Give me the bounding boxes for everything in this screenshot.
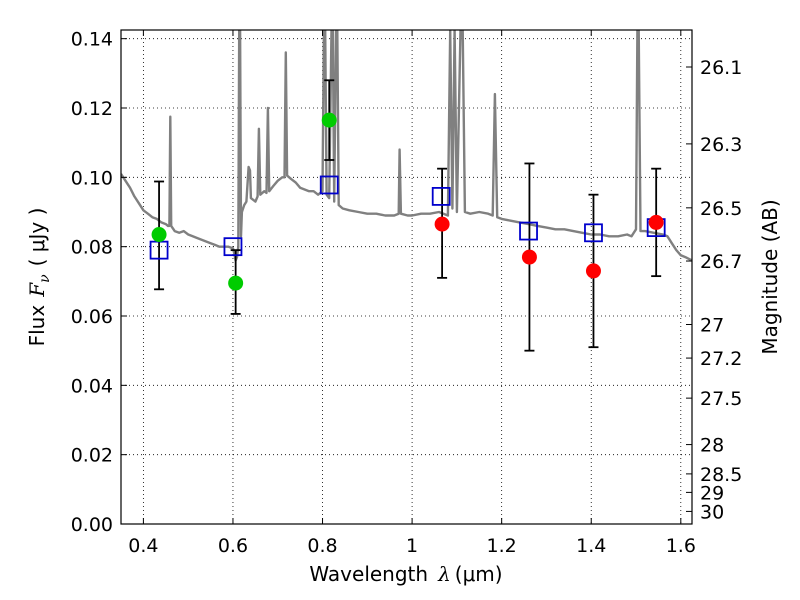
model-square-marker [519, 221, 538, 241]
mag-tick-label: 28 [700, 435, 724, 457]
y-axis-label: FluxFν( μJy ) [25, 208, 53, 347]
model-square-marker [584, 223, 603, 243]
axis-ticks: 0.4 0.6 0.8 1 1.2 1.4 1.6 0.00 0.02 0.04 0.06 0.08 0… [71, 29, 743, 557]
mag-tick-label: 27.2 [700, 348, 742, 370]
y-tick-label: 0.04 [71, 375, 113, 397]
mag-tick-label: 26.1 [700, 57, 742, 79]
x-tick-label: 1.6 [666, 535, 696, 557]
green-data-point [321, 112, 337, 128]
model-square-marker [431, 186, 451, 206]
red-data-point [648, 214, 664, 230]
x-tick-label: 0.4 [128, 535, 158, 557]
spectrum-line [121, 30, 692, 262]
model-square-marker [319, 175, 339, 195]
red-data-point [434, 216, 450, 232]
mag-tick-label: 26.3 [700, 134, 742, 156]
red-data-point [585, 263, 601, 279]
plot-frame [120, 29, 693, 525]
mag-tick-label: 29 [700, 482, 724, 504]
model-square-marker [223, 237, 243, 257]
mag-tick-label: 27 [700, 315, 724, 337]
plot-area [121, 30, 692, 352]
y-tick-label: 0.08 [71, 237, 113, 259]
red-data-point [521, 249, 537, 265]
x-tick-label: 0.6 [218, 535, 248, 557]
mag-tick-label: 27.5 [700, 388, 742, 410]
y-tick-label: 0.02 [71, 445, 113, 467]
mag-tick-label: 28.5 [700, 464, 742, 486]
x-tick-label: 0.8 [307, 535, 337, 557]
y-tick-label: 0.10 [71, 167, 113, 189]
y-tick-label: 0.12 [71, 98, 113, 120]
y-tick-label: 0.00 [71, 514, 113, 536]
mag-tick-label: 30 [700, 501, 724, 523]
green-data-point [228, 275, 244, 291]
y-tick-label: 0.14 [71, 29, 113, 51]
x-tick-label: 1.2 [487, 535, 517, 557]
x-axis-label: Wavelength λ (μm) [309, 562, 502, 586]
green-data-point [151, 227, 167, 243]
right-y-axis-label: Magnitude (AB) [758, 199, 782, 354]
x-tick-label: 1 [406, 535, 418, 557]
mag-tick-label: 26.7 [700, 251, 742, 273]
mag-tick-label: 26.5 [700, 198, 742, 220]
y-tick-label: 0.06 [71, 306, 113, 328]
x-tick-label: 1.4 [576, 535, 606, 557]
